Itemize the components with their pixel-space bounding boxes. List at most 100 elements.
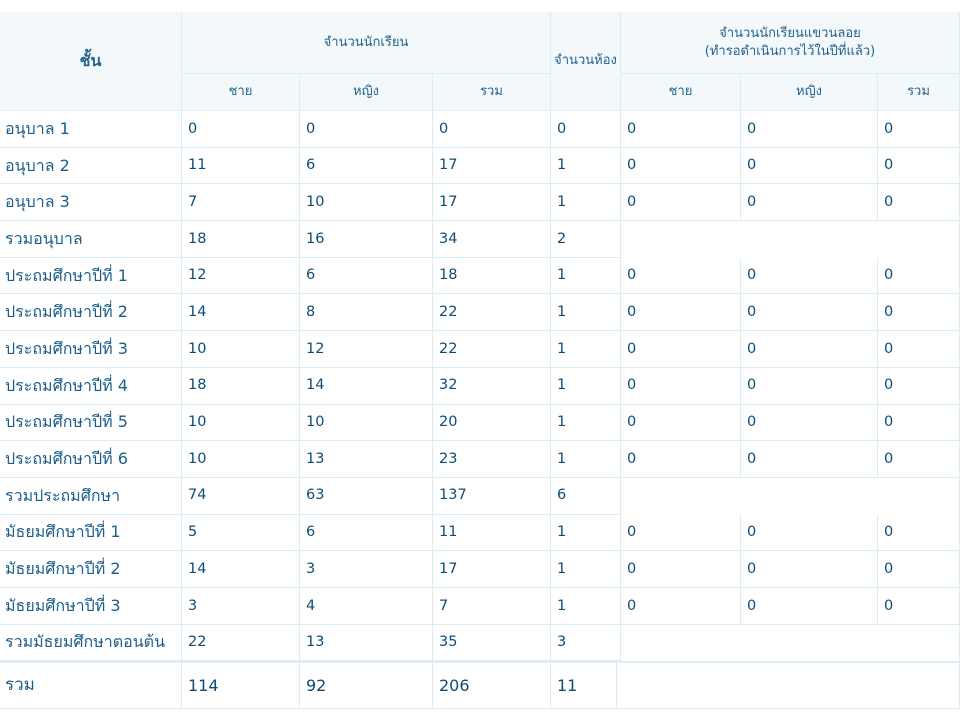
male-count: 10 <box>182 441 300 478</box>
floating-total-count: 0 <box>878 331 960 368</box>
grand-total-female: 92 <box>300 663 433 710</box>
female-count: 10 <box>300 404 433 442</box>
floating-male-count: 0 <box>621 184 741 222</box>
room-count: 1 <box>551 514 621 552</box>
table-row: ประถมศึกษาปีที่ 6 10 13 23 1 0 0 0 <box>0 441 960 478</box>
row-label: รวมประถมศึกษา <box>0 477 182 515</box>
floating-female-count: 0 <box>741 184 878 222</box>
header-female: หญิง <box>300 74 433 111</box>
floating-female-count: 0 <box>741 441 878 478</box>
total-count: 22 <box>433 294 551 332</box>
table-header: ชั้น จำนวนนักเรียน จำนวนห้อง จำนวนนักเรียนแ… <box>0 12 960 111</box>
total-count: 17 <box>433 551 551 588</box>
total-count: 32 <box>433 367 551 405</box>
total-count: 35 <box>433 624 551 662</box>
floating-total-count: 0 <box>878 111 960 148</box>
grand-total-empty <box>617 663 960 710</box>
grand-total-total: 206 <box>433 663 551 710</box>
row-label: รวมอนุบาล <box>0 221 182 258</box>
floating-total-count: 0 <box>878 404 960 442</box>
header-students: จำนวนนักเรียน <box>182 12 551 74</box>
floating-male-count: 0 <box>621 404 741 442</box>
floating-total-count: 0 <box>878 514 960 552</box>
male-count: 18 <box>182 221 300 258</box>
row-label: มัธยมศึกษาปีที่ 1 <box>0 514 182 552</box>
table-row: อนุบาล 2 11 6 17 1 0 0 0 <box>0 147 960 185</box>
room-count: 6 <box>551 477 621 515</box>
table-row: รวมมัธยมศึกษาตอนต้น 22 13 35 3 <box>0 624 960 662</box>
student-statistics-table: ชั้น จำนวนนักเรียน จำนวนห้อง จำนวนนักเรียนแ… <box>0 12 960 710</box>
total-count: 23 <box>433 441 551 478</box>
floating-male-count: 0 <box>621 111 741 148</box>
row-label: มัธยมศึกษาปีที่ 3 <box>0 587 182 625</box>
row-label: ประถมศึกษาปีที่ 2 <box>0 294 182 332</box>
header-floating-line2: (ทำรอดำเนินการไว้ในปีที่แล้ว) <box>704 43 876 59</box>
female-count: 6 <box>300 257 433 295</box>
room-count: 1 <box>551 587 621 625</box>
table-row: ประถมศึกษาปีที่ 1 12 6 18 1 0 0 0 <box>0 257 960 295</box>
male-count: 5 <box>182 514 300 552</box>
floating-male-count: 0 <box>621 367 741 405</box>
floating-male-count: 0 <box>621 551 741 588</box>
female-count: 13 <box>300 624 433 662</box>
room-count: 1 <box>551 551 621 588</box>
row-label: รวมมัธยมศึกษาตอนต้น <box>0 624 182 662</box>
female-count: 6 <box>300 514 433 552</box>
floating-total-count: 0 <box>878 551 960 588</box>
total-count: 20 <box>433 404 551 442</box>
floating-female-count: 0 <box>741 147 878 185</box>
row-label: อนุบาล 2 <box>0 147 182 185</box>
grand-total-rooms: 11 <box>551 663 617 710</box>
male-count: 14 <box>182 551 300 588</box>
total-divider <box>0 661 960 664</box>
male-count: 10 <box>182 404 300 442</box>
floating-female-count: 0 <box>741 367 878 405</box>
table-row: ประถมศึกษาปีที่ 4 18 14 32 1 0 0 0 <box>0 367 960 405</box>
room-count: 1 <box>551 294 621 332</box>
female-count: 3 <box>300 551 433 588</box>
floating-empty-cell <box>621 221 960 258</box>
floating-male-count: 0 <box>621 441 741 478</box>
female-count: 13 <box>300 441 433 478</box>
row-label: ประถมศึกษาปีที่ 3 <box>0 331 182 368</box>
row-label: ประถมศึกษาปีที่ 1 <box>0 257 182 295</box>
header-level: ชั้น <box>0 12 182 111</box>
table-row: ประถมศึกษาปีที่ 3 10 12 22 1 0 0 0 <box>0 331 960 368</box>
row-label: ประถมศึกษาปีที่ 4 <box>0 367 182 405</box>
floating-female-count: 0 <box>741 111 878 148</box>
header-total: รวม <box>433 74 551 111</box>
floating-female-count: 0 <box>741 404 878 442</box>
row-label: อนุบาล 1 <box>0 111 182 148</box>
header-male: ชาย <box>182 74 300 111</box>
male-count: 11 <box>182 147 300 185</box>
table-row: มัธยมศึกษาปีที่ 2 14 3 17 1 0 0 0 <box>0 551 960 588</box>
female-count: 8 <box>300 294 433 332</box>
total-count: 17 <box>433 184 551 222</box>
room-count: 2 <box>551 221 621 258</box>
male-count: 22 <box>182 624 300 662</box>
male-count: 7 <box>182 184 300 222</box>
floating-total-count: 0 <box>878 184 960 222</box>
table-row: รวมประถมศึกษา 74 63 137 6 <box>0 477 960 515</box>
room-count: 1 <box>551 147 621 185</box>
row-label: มัธยมศึกษาปีที่ 2 <box>0 551 182 588</box>
male-count: 10 <box>182 331 300 368</box>
total-count: 11 <box>433 514 551 552</box>
header-floating-male: ชาย <box>621 74 741 111</box>
female-count: 12 <box>300 331 433 368</box>
room-count: 3 <box>551 624 621 662</box>
floating-female-count: 0 <box>741 514 878 552</box>
table-row: มัธยมศึกษาปีที่ 1 5 6 11 1 0 0 0 <box>0 514 960 552</box>
floating-female-count: 0 <box>741 294 878 332</box>
male-count: 18 <box>182 367 300 405</box>
row-label: ประถมศึกษาปีที่ 6 <box>0 441 182 478</box>
floating-total-count: 0 <box>878 294 960 332</box>
header-floating-students: จำนวนนักเรียนแขวนลอย (ทำรอดำเนินการไว้ในป… <box>621 12 960 74</box>
total-count: 18 <box>433 257 551 295</box>
floating-total-count: 0 <box>878 257 960 295</box>
floating-male-count: 0 <box>621 587 741 625</box>
female-count: 0 <box>300 111 433 148</box>
male-count: 74 <box>182 477 300 515</box>
floating-total-count: 0 <box>878 441 960 478</box>
